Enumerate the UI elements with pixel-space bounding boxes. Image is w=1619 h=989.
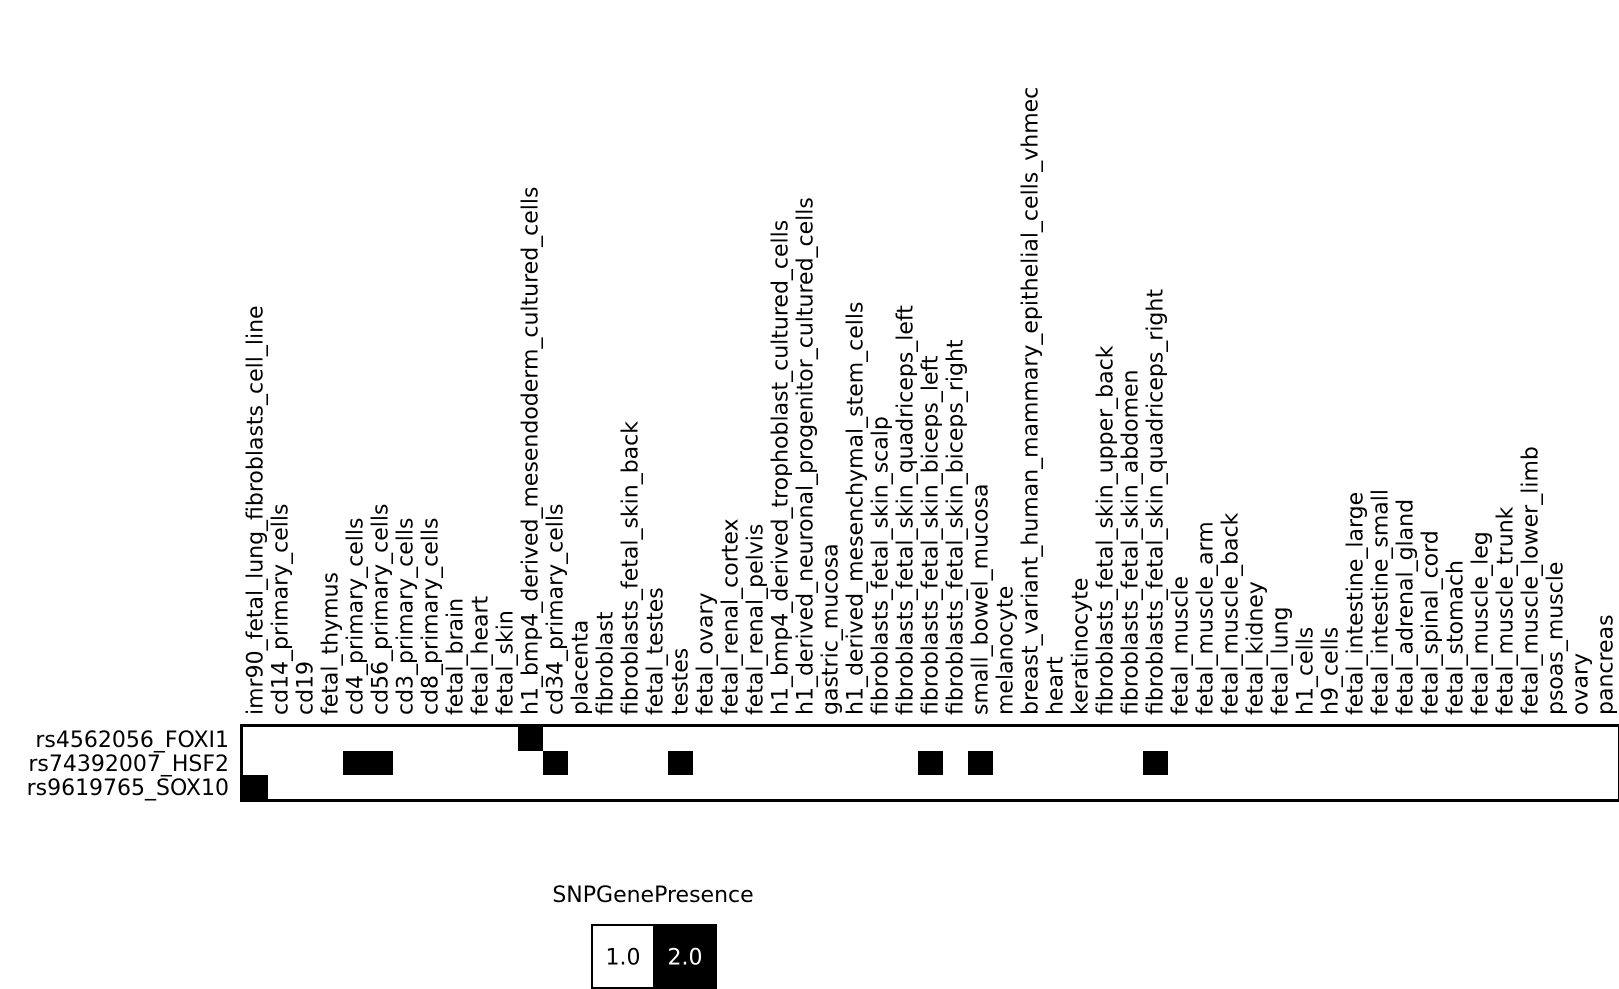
column-label: fetal_muscle_lower_limb <box>1519 446 1544 715</box>
column-label: fetal_lung <box>1269 607 1294 715</box>
column-label: placenta <box>569 620 594 715</box>
column-label: fibroblast <box>594 611 619 715</box>
column-label: cd19 <box>294 661 319 715</box>
heatmap-cell <box>543 751 568 775</box>
legend-swatch <box>653 924 717 989</box>
heatmap-cell <box>968 751 993 775</box>
heatmap-cell <box>368 751 393 775</box>
legend: SNPGenePresence 1.0 2.0 <box>552 883 754 989</box>
column-label: h1_derived_neuronal_progenitor_cultured_… <box>794 197 819 715</box>
column-label: fibroblasts_fetal_skin_quadriceps_right <box>1144 289 1169 715</box>
legend-label: 2.0 <box>668 946 703 971</box>
heatmap-frame <box>240 724 1619 802</box>
column-label: cd4_primary_cells <box>344 518 369 715</box>
heatmap-cell <box>243 775 268 799</box>
column-label: fetal_testes <box>644 587 669 715</box>
column-label: imr90_fetal_lung_fibroblasts_cell_line <box>244 305 269 715</box>
column-label: fibroblasts_fetal_skin_biceps_right <box>944 339 969 715</box>
heatmap-cell <box>668 751 693 775</box>
column-label: fibroblasts_fetal_skin_quadriceps_left <box>894 305 919 715</box>
column-label: fetal_intestine_small <box>1369 489 1394 715</box>
column-label: h1_bmp4_derived_trophoblast_cultured_cel… <box>769 220 794 715</box>
column-label: breast_variant_human_mammary_epithelial_… <box>1019 87 1044 715</box>
column-label: pancreas <box>1594 614 1619 715</box>
column-label: cd3_primary_cells <box>394 518 419 715</box>
column-label: h1_derived_mesenchymal_stem_cells <box>844 302 869 715</box>
column-label: fetal_muscle_arm <box>1194 521 1219 715</box>
column-label: fetal_heart <box>469 595 494 715</box>
heatmap-cell <box>343 751 368 775</box>
column-label: fetal_muscle_back <box>1219 512 1244 715</box>
column-label: fetal_muscle_leg <box>1469 531 1494 715</box>
column-labels: imr90_fetal_lung_fibroblasts_cell_line cd… <box>244 87 1619 715</box>
column-label: h1_bmp4_derived_mesendoderm_cultured_cel… <box>519 187 544 716</box>
column-label: h1_cells <box>1294 627 1319 715</box>
column-label: ovary <box>1569 653 1594 715</box>
column-label: h9_cells <box>1319 627 1344 715</box>
column-label: fibroblasts_fetal_skin_abdomen <box>1119 370 1144 716</box>
column-label: fibroblasts_fetal_skin_back <box>619 421 644 715</box>
row-label: rs4562056_FOXI1 <box>35 728 229 753</box>
heatmap-cell <box>918 751 943 775</box>
column-label: fetal_ovary <box>694 592 719 715</box>
column-label: keratinocyte <box>1069 578 1094 715</box>
column-label: gastric_mucosa <box>819 543 844 715</box>
column-label: fetal_muscle <box>1169 576 1194 715</box>
column-label: fetal_renal_cortex <box>719 518 744 715</box>
column-label: fetal_renal_pelvis <box>744 524 769 715</box>
legend-title: SNPGenePresence <box>552 883 753 908</box>
heatmap-cell <box>518 727 543 751</box>
column-label: fetal_adrenal_gland <box>1394 499 1419 715</box>
legend-entries: 1.0 2.0 <box>591 924 717 989</box>
column-label: fetal_spinal_cord <box>1419 530 1444 715</box>
column-label: testes <box>669 648 694 715</box>
column-label: fetal_intestine_large <box>1344 492 1369 715</box>
column-label: fibroblasts_fetal_skin_biceps_left <box>919 355 944 715</box>
column-label: cd56_primary_cells <box>369 504 394 715</box>
column-label: fetal_muscle_trunk <box>1494 506 1519 715</box>
column-label: psoas_muscle <box>1544 562 1569 715</box>
column-label: fetal_skin <box>494 610 519 715</box>
heatmap-cell <box>1143 751 1168 775</box>
column-label: fetal_brain <box>444 598 469 715</box>
column-label: fibroblasts_fetal_skin_upper_back <box>1094 345 1119 715</box>
legend-label: 1.0 <box>606 946 641 971</box>
row-labels: rs4562056_FOXI1rs74392007_HSF2rs9619765_… <box>27 728 229 801</box>
row-label: rs74392007_HSF2 <box>28 752 229 777</box>
column-label: cd34_primary_cells <box>544 504 569 715</box>
column-label: fibroblasts_fetal_skin_scalp <box>869 416 894 715</box>
column-label: small_bowel_mucosa <box>969 483 994 715</box>
column-label: cd8_primary_cells <box>419 518 444 715</box>
column-label: fetal_stomach <box>1444 560 1469 715</box>
column-label: fetal_thymus <box>319 572 344 715</box>
column-label: heart <box>1044 656 1069 715</box>
column-label: cd14_primary_cells <box>269 504 294 715</box>
row-label: rs9619765_SOX10 <box>27 776 229 801</box>
column-label: fetal_kidney <box>1244 581 1269 715</box>
column-label: melanocyte <box>994 586 1019 715</box>
heatmap-cells <box>243 727 1168 799</box>
